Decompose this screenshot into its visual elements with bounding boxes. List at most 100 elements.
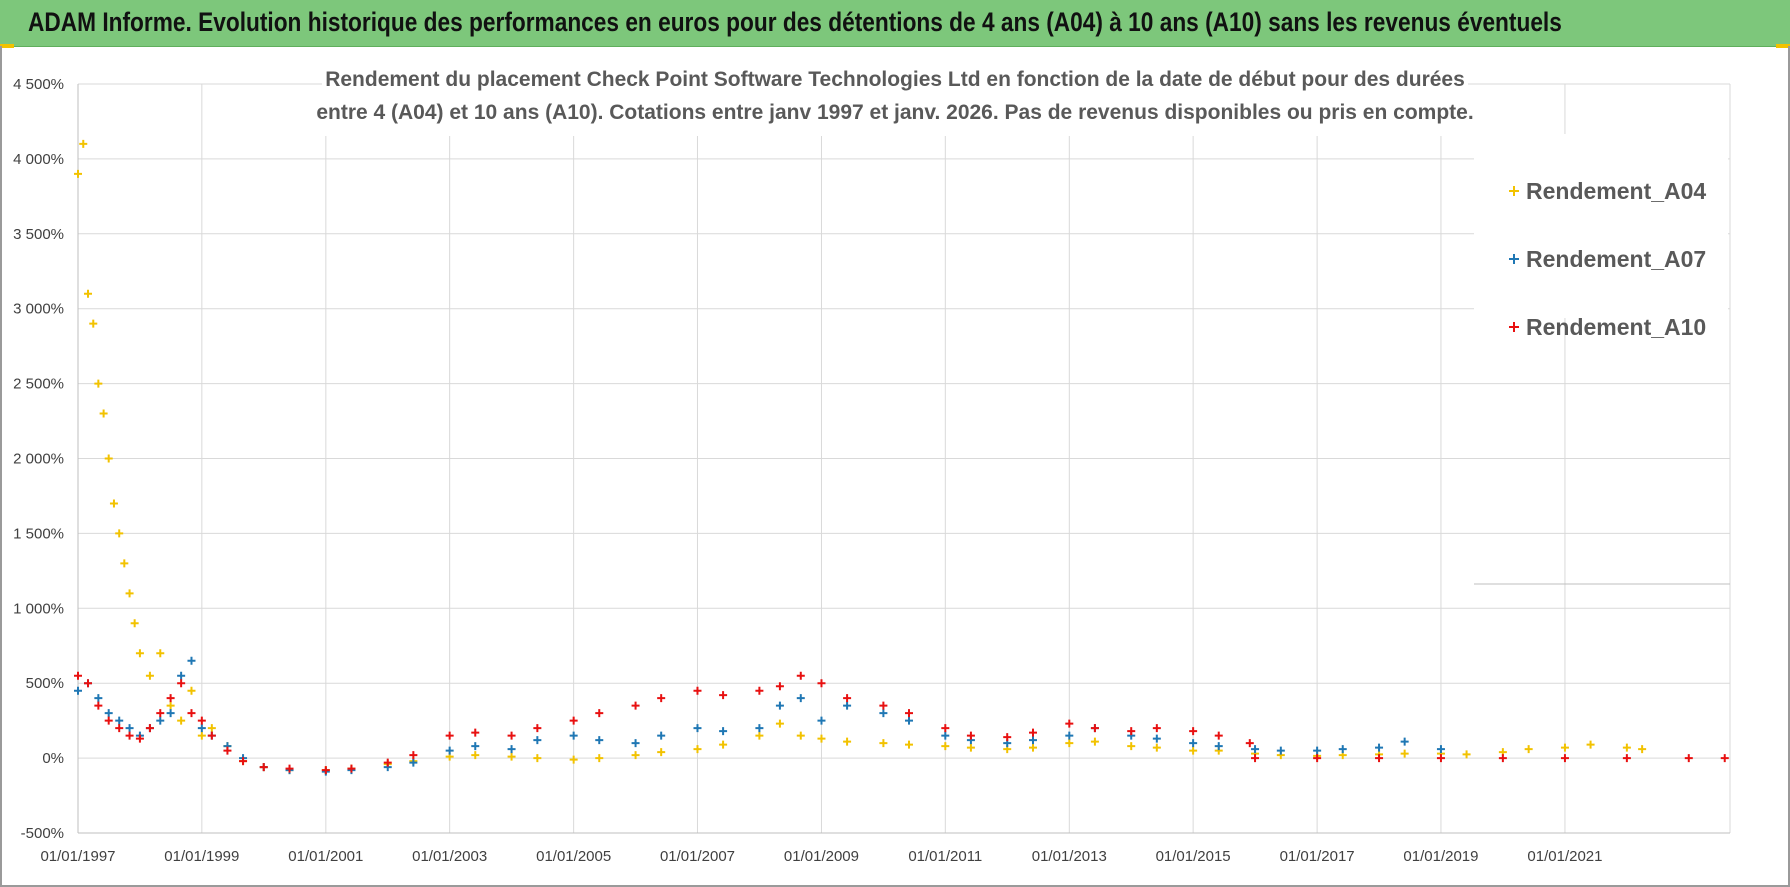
data-point [719, 727, 728, 736]
data-point [1638, 745, 1647, 754]
data-point [755, 686, 764, 695]
data-point [631, 739, 640, 748]
data-point [1189, 739, 1198, 748]
x-tick-label: 01/01/2013 [1032, 848, 1107, 865]
data-point [1276, 746, 1285, 755]
data-point [941, 742, 950, 751]
data-point [84, 679, 93, 688]
data-point [755, 731, 764, 740]
data-point [569, 731, 578, 740]
data-point [79, 139, 88, 148]
chart: -500% 0% 500% 1 000% 1 500% 2 000% 2 500% 3 000… [13, 60, 1731, 865]
data-point [156, 709, 165, 718]
data-point [177, 671, 186, 680]
data-point [166, 694, 175, 703]
data-point [1375, 743, 1384, 752]
y-tick-label: -500% [21, 825, 64, 842]
data-point [657, 731, 666, 740]
data-point [775, 719, 784, 728]
data-point [966, 743, 975, 752]
x-tick-label: 01/01/2007 [660, 848, 735, 865]
data-point [445, 746, 454, 755]
data-point [347, 764, 356, 773]
data-point [177, 716, 186, 725]
data-point [1313, 754, 1322, 763]
series-Rendement_A10 [74, 671, 1729, 775]
data-point [471, 742, 480, 751]
y-tick-label: 3 000% [13, 301, 64, 318]
data-point [471, 728, 480, 737]
data-point [595, 754, 604, 763]
data-point [145, 671, 154, 680]
data-point [595, 709, 604, 718]
x-tick-label: 01/01/2021 [1527, 848, 1602, 865]
y-axis-ticks: -500% 0% 500% 1 000% 1 500% 2 000% 2 500% 3 000… [13, 76, 64, 842]
data-point [135, 649, 144, 658]
x-tick-label: 01/01/2003 [412, 848, 487, 865]
data-point [445, 731, 454, 740]
data-point [74, 686, 82, 695]
y-tick-label: 2 000% [13, 451, 64, 468]
legend-marker [1509, 186, 1519, 196]
data-point [1400, 737, 1409, 746]
data-point [187, 686, 196, 695]
data-point [166, 701, 175, 710]
data-point [74, 671, 82, 680]
data-point [115, 529, 124, 538]
data-point [1462, 750, 1471, 759]
chart-subtitle: Rendement du placement Check Point Softw… [316, 60, 1474, 136]
legend-background [1474, 134, 1728, 318]
y-tick-label: 3 500% [13, 226, 64, 243]
data-point [1524, 745, 1533, 754]
data-point [409, 758, 418, 767]
data-point [94, 701, 103, 710]
y-tick-label: 0% [42, 750, 64, 767]
data-point [843, 737, 852, 746]
data-point [507, 752, 516, 761]
data-point [115, 716, 124, 725]
data-point [817, 734, 826, 743]
x-tick-label: 01/01/1997 [40, 848, 115, 865]
data-point [693, 745, 702, 754]
data-point [156, 716, 165, 725]
data-point [1251, 745, 1260, 754]
data-point [239, 757, 248, 766]
data-point [135, 734, 144, 743]
x-tick-label: 01/01/2001 [288, 848, 363, 865]
frame-right [1788, 46, 1790, 887]
series-Rendement_A04 [74, 139, 1647, 775]
subtitle-background [322, 60, 1468, 136]
data-point [1214, 731, 1223, 740]
data-point [1375, 754, 1384, 763]
data-point [120, 559, 129, 568]
data-point [94, 379, 103, 388]
data-point [197, 716, 206, 725]
data-point [817, 679, 826, 688]
data-point [109, 499, 118, 508]
data-point [1090, 724, 1099, 733]
y-tick-label: 1 000% [13, 600, 64, 617]
frame-bottom [0, 885, 1790, 887]
data-point [1313, 746, 1322, 755]
data-point [879, 739, 888, 748]
data-point [796, 671, 805, 680]
data-point [471, 751, 480, 760]
data-point [533, 736, 542, 745]
y-tick-label: 1 500% [13, 525, 64, 542]
data-point [693, 724, 702, 733]
data-point [125, 731, 134, 740]
data-point [1029, 736, 1037, 745]
header-bar: ADAM Informe. Evolution historique des p… [0, 0, 1790, 47]
data-point [569, 716, 578, 725]
data-point [631, 751, 640, 760]
data-point [125, 589, 134, 598]
data-point [507, 731, 516, 740]
data-point [1189, 746, 1198, 755]
data-point [879, 709, 888, 718]
data-point [321, 766, 330, 775]
data-point [130, 619, 139, 628]
data-point [1003, 733, 1012, 742]
data-point [1560, 754, 1569, 763]
data-point [1152, 734, 1161, 743]
